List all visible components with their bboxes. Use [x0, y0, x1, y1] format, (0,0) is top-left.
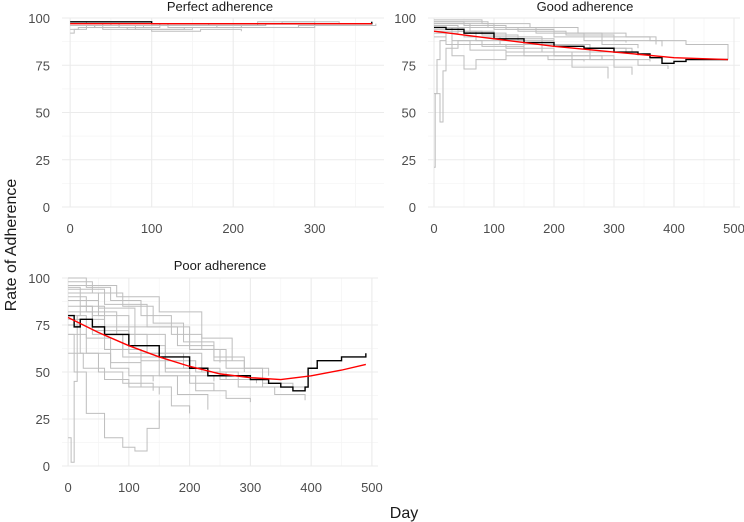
individual-series-line — [68, 300, 306, 401]
individual-series-line — [68, 285, 233, 361]
x-tick-label: 500 — [723, 221, 744, 236]
individual-series-line — [68, 352, 160, 395]
x-tick-label: 200 — [222, 221, 244, 236]
individual-series-line — [434, 23, 639, 49]
y-tick-label: 25 — [402, 153, 416, 168]
panel-title: Good adherence — [537, 0, 634, 14]
y-tick-label: 100 — [28, 271, 50, 286]
observed-mean-line — [434, 26, 728, 65]
individual-series-line — [434, 40, 603, 123]
y-tick-label: 25 — [36, 412, 50, 427]
individual-series-line — [68, 288, 294, 391]
x-axis-label: Day — [390, 505, 418, 522]
fitted-line — [433, 30, 729, 61]
individual-series-line — [434, 26, 651, 70]
x-tick-label: 400 — [663, 221, 685, 236]
individual-series-line — [70, 23, 242, 32]
individual-series-line — [68, 318, 209, 410]
individual-series-line — [434, 19, 657, 45]
y-tick-label: 75 — [36, 58, 50, 73]
y-tick-label: 50 — [402, 106, 416, 121]
x-tick-label: 200 — [179, 480, 201, 495]
individual-series-line — [68, 311, 251, 403]
y-tick-label: 50 — [36, 106, 50, 121]
individual-series-line — [434, 23, 663, 47]
individual-series-line — [70, 25, 185, 30]
x-tick-label: 300 — [304, 221, 326, 236]
x-tick-label: 0 — [430, 221, 437, 236]
y-tick-label: 25 — [36, 153, 50, 168]
individual-series-line — [434, 36, 585, 62]
individual-series-line — [434, 28, 669, 70]
y-tick-label: 100 — [28, 11, 50, 26]
x-tick-label: 500 — [361, 480, 383, 495]
y-tick-label: 0 — [43, 459, 50, 474]
panel-title: Poor adherence — [174, 258, 267, 273]
panel-perfect-adherence: 0 100 200 300 0 25 50 75 100 Perfect adherence — [28, 0, 384, 236]
individual-series-line — [68, 292, 245, 372]
y-tick-label: 0 — [409, 200, 416, 215]
panel-poor-adherence: 0 100 200 300 400 500 0 25 50 75 100 Poor adherence — [28, 258, 382, 495]
x-tick-label: 100 — [118, 480, 140, 495]
y-tick-label: 0 — [43, 200, 50, 215]
y-tick-label: 75 — [402, 58, 416, 73]
x-tick-label: 300 — [240, 480, 262, 495]
x-tick-label: 100 — [141, 221, 163, 236]
individual-series-line — [68, 333, 154, 382]
y-tick-label: 75 — [36, 318, 50, 333]
x-tick-label: 100 — [483, 221, 505, 236]
panel-good-adherence: 0 100 200 300 400 500 0 25 50 75 100 Good adherence — [394, 0, 744, 236]
individual-series-line — [68, 296, 306, 391]
x-tick-label: 200 — [543, 221, 565, 236]
individual-series-line — [68, 333, 160, 452]
x-tick-label: 0 — [64, 480, 71, 495]
y-tick-label: 100 — [394, 11, 416, 26]
fitted-line — [67, 316, 367, 381]
individual-series-line — [434, 21, 627, 43]
x-tick-label: 300 — [603, 221, 625, 236]
panel-title: Perfect adherence — [167, 0, 273, 14]
x-tick-label: 400 — [300, 480, 322, 495]
y-tick-label: 50 — [36, 365, 50, 380]
y-axis-label: Rate of Adherence — [3, 179, 20, 312]
x-tick-label: 0 — [67, 221, 74, 236]
